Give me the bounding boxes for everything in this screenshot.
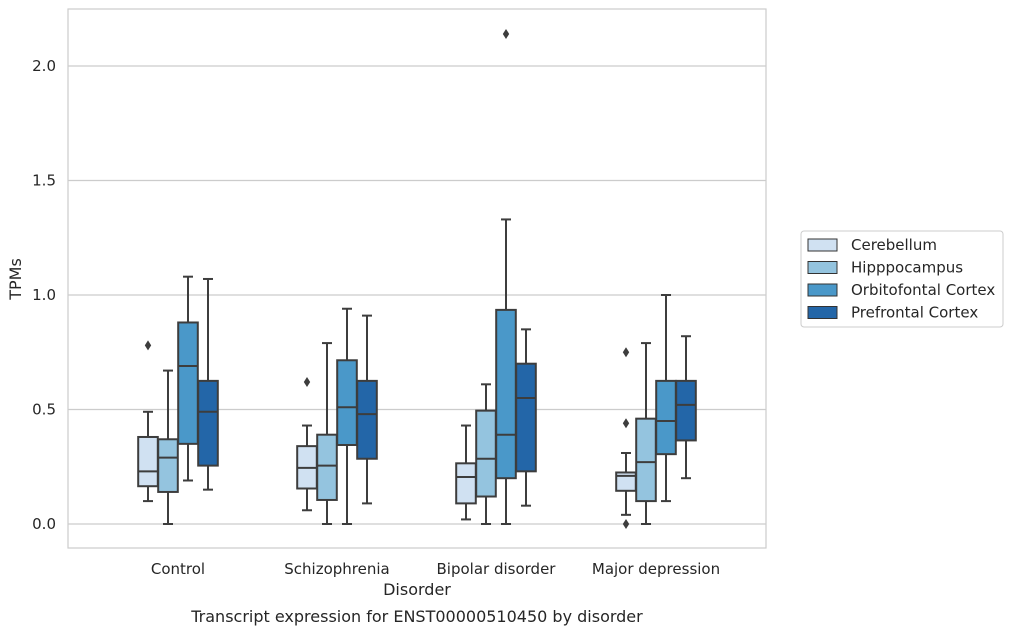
legend: Cerebellum Hipppocampus Orbitofontal Corte…	[800, 230, 1004, 328]
legend-entry: Cerebellum	[851, 236, 937, 254]
x-axis-label: Disorder	[383, 580, 451, 599]
iqr-box	[455, 462, 477, 505]
legend-swatch	[807, 261, 838, 274]
iqr-box	[635, 417, 657, 503]
iqr-box	[655, 379, 677, 456]
iqr-box	[515, 362, 537, 473]
box-prefrontal-cortex	[675, 335, 697, 480]
legend-entry: Prefrontal Cortex	[851, 304, 978, 322]
legend-entry: Hipppocampus	[851, 259, 963, 277]
box-orbitofontal-cortex	[177, 275, 199, 482]
legend-entry: Orbitofontal Cortex	[851, 281, 995, 299]
iqr-box	[197, 379, 219, 467]
iqr-box	[495, 308, 517, 480]
x-tick-label: Control	[151, 560, 205, 578]
iqr-box	[316, 433, 338, 501]
iqr-box	[475, 409, 497, 498]
box-prefrontal-cortex	[515, 328, 537, 507]
box-orbitofontal-cortex	[336, 307, 358, 525]
outlier-point	[622, 519, 630, 529]
box-hipppocampus	[316, 342, 338, 525]
iqr-box	[356, 379, 378, 460]
chart-caption: Transcript expression for ENST0000051045…	[190, 607, 643, 626]
outlier-point	[303, 377, 311, 388]
y-tick-label: 1.5	[32, 172, 56, 190]
y-tick-label: 1.0	[32, 286, 56, 304]
box-hipppocampus	[157, 369, 179, 525]
x-tick-label: Schizophrenia	[284, 560, 389, 578]
box-prefrontal-cortex	[356, 314, 378, 505]
iqr-box	[157, 438, 179, 493]
legend-swatch	[807, 306, 838, 319]
iqr-box	[177, 321, 199, 445]
iqr-box	[137, 435, 159, 488]
outlier-point	[622, 418, 630, 429]
y-tick-label: 0.0	[32, 515, 56, 533]
legend-frame	[800, 230, 1004, 328]
y-axis-label: TPMs	[6, 258, 25, 301]
box-cerebellum	[615, 347, 637, 529]
y-tick-label: 2.0	[32, 57, 56, 75]
y-axis-ticks: 0.0 0.5 1.0 1.5 2.0	[32, 57, 56, 533]
box-hipppocampus	[475, 383, 497, 525]
x-tick-label: Bipolar disorder	[437, 560, 557, 578]
box-hipppocampus	[635, 342, 657, 525]
legend-swatch	[807, 283, 838, 297]
iqr-box	[336, 359, 358, 446]
iqr-box	[675, 379, 697, 442]
box-cerebellum	[137, 340, 159, 503]
box-orbitofontal-cortex	[495, 28, 517, 525]
box-cerebellum	[455, 424, 477, 521]
box-orbitofontal-cortex	[655, 294, 677, 503]
outlier-point	[144, 340, 152, 351]
x-tick-label: Major depression	[592, 560, 720, 578]
box-prefrontal-cortex	[197, 277, 219, 491]
box-series	[137, 28, 697, 529]
outlier-point	[502, 28, 510, 39]
plot-area-frame	[67, 8, 767, 549]
outlier-point	[622, 347, 630, 358]
legend-swatch	[807, 238, 838, 252]
y-tick-label: 0.5	[32, 401, 56, 419]
x-axis-ticks: Control Schizophrenia Bipolar disorder Majo…	[151, 560, 720, 578]
box-cerebellum	[296, 377, 318, 512]
